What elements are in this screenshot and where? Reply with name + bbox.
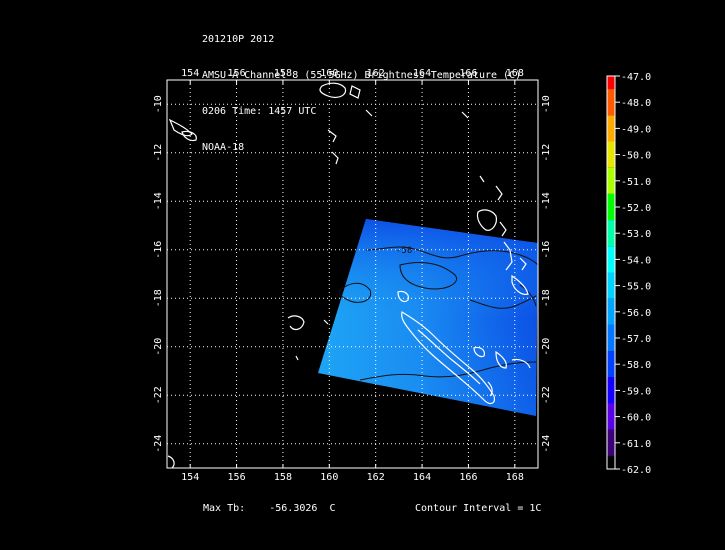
colorbar-segment: [607, 351, 615, 378]
lon-tick-bottom-1: 156: [228, 472, 246, 483]
lat-tick-right-3: -16: [541, 241, 552, 259]
colorbar-segment: [607, 272, 615, 299]
colorbar-segment: [607, 141, 615, 168]
header-channel-title: AMSU-A Channel 8 (55.5GHz) Brightness Te…: [202, 70, 522, 81]
colorbar-frame: [606, 75, 616, 470]
lon-tick-bottom-6: 166: [459, 472, 477, 483]
colorbar-label: -53.0: [621, 229, 651, 240]
lat-tick-right-6: -22: [541, 386, 552, 404]
lat-tick-left-0: -10: [153, 95, 164, 113]
lon-tick-top-0: 154: [181, 68, 199, 79]
colorbar-segment: [607, 167, 615, 194]
header-storm-id: 201210P 2012: [202, 34, 275, 45]
map-gridlines: [167, 80, 538, 468]
lat-tick-left-5: -20: [153, 338, 164, 356]
lat-tick-right-5: -20: [541, 338, 552, 356]
lat-tick-left-1: -12: [153, 144, 164, 162]
lon-tick-bottom-7: 168: [506, 472, 524, 483]
colorbar-segment: [607, 115, 615, 142]
lat-tick-right-2: -14: [541, 192, 552, 210]
lon-tick-bottom-0: 154: [181, 472, 199, 483]
lon-tick-bottom-4: 162: [367, 472, 385, 483]
colorbar-segment: [607, 377, 615, 404]
colorbar-label: -51.0: [621, 177, 651, 188]
colorbar-label: -54.0: [621, 255, 651, 266]
lon-tick-top-1: 156: [228, 68, 246, 79]
lat-tick-left-3: -16: [153, 241, 164, 259]
colorbar-label: -48.0: [621, 98, 651, 109]
map-frame: [166, 79, 539, 469]
max-tb-readout: Max Tb: -56.3026 C: [203, 503, 336, 514]
colorbar-label: -62.0: [621, 465, 651, 476]
colorbar-label: -56.0: [621, 308, 651, 319]
colorbar-label: -59.0: [621, 386, 651, 397]
colorbar-label: -60.0: [621, 413, 651, 424]
lon-tick-top-2: 158: [274, 68, 292, 79]
lat-tick-left-7: -24: [153, 435, 164, 453]
lon-tick-bottom-2: 158: [274, 472, 292, 483]
max-tb-unit: C: [329, 503, 336, 514]
lat-tick-right-7: -24: [541, 435, 552, 453]
lat-ticks-right: -10 -12 -14 -16 -18 -20 -22 -24: [541, 95, 552, 453]
lat-tick-right-1: -12: [541, 144, 552, 162]
lat-ticks-left: -10 -12 -14 -16 -18 -20 -22 -24: [153, 95, 164, 453]
colorbar-segment: [607, 324, 615, 352]
colorbar-segment: [607, 76, 615, 90]
colorbar-segment: [607, 298, 615, 325]
lon-tick-top-5: 164: [413, 68, 431, 79]
contour-label: -56: [396, 246, 412, 256]
max-tb-value: -56.3026: [269, 503, 318, 514]
lat-tick-right-4: -18: [541, 289, 552, 307]
colorbar-label: -52.0: [621, 203, 651, 214]
colorbar-segment: [607, 455, 615, 469]
max-tb-label: Max Tb:: [203, 503, 246, 514]
colorbar-segment: [607, 246, 615, 273]
lon-tick-top-4: 162: [367, 68, 385, 79]
colorbar-label: -47.0: [621, 72, 651, 83]
colorbar-segment: [607, 220, 615, 247]
lon-ticks-bottom: 154 156 158 160 162 164 166 168: [181, 464, 524, 483]
colorbar-segment: [607, 193, 615, 221]
brightness-swath-shade: [318, 219, 538, 416]
lat-tick-left-6: -22: [153, 386, 164, 404]
colorbar-label: -55.0: [621, 282, 651, 293]
colorbar-segment: [607, 403, 615, 430]
colorbar-segment: [607, 89, 615, 116]
colorbar-labels: -47.0 -48.0 -49.0 -50.0 -51.0 -52.0 -53.0 -54.0…: [615, 72, 651, 476]
lon-tick-bottom-3: 160: [320, 472, 338, 483]
lon-tick-bottom-5: 164: [413, 472, 431, 483]
colorbar-label: -49.0: [621, 124, 651, 135]
lon-tick-top-6: 166: [459, 68, 477, 79]
lat-tick-left-2: -14: [153, 192, 164, 210]
lat-tick-right-0: -10: [541, 95, 552, 113]
contour-interval: Contour Interval = 1C: [415, 503, 542, 514]
colorbar-label: -58.0: [621, 360, 651, 371]
lat-tick-left-4: -18: [153, 289, 164, 307]
colorbar-label: -61.0: [621, 439, 651, 450]
plot-header: 201210P 2012 AMSU-A Channel 8 (55.5GHz) …: [202, 10, 521, 166]
lon-ticks-top: 154 156 158 160 162 164 166 168: [181, 68, 524, 84]
coastlines: [167, 82, 531, 468]
header-satellite: NOAA-18: [202, 142, 245, 153]
header-time: 0206 Time: 1457 UTC: [202, 106, 317, 117]
colorbar-segment: [607, 429, 615, 456]
colorbar-segments: [607, 76, 615, 469]
colorbar-label: -57.0: [621, 334, 651, 345]
lon-tick-top-7: 168: [506, 68, 524, 79]
colorbar-label: -50.0: [621, 151, 651, 162]
lon-tick-top-3: 160: [320, 68, 338, 79]
